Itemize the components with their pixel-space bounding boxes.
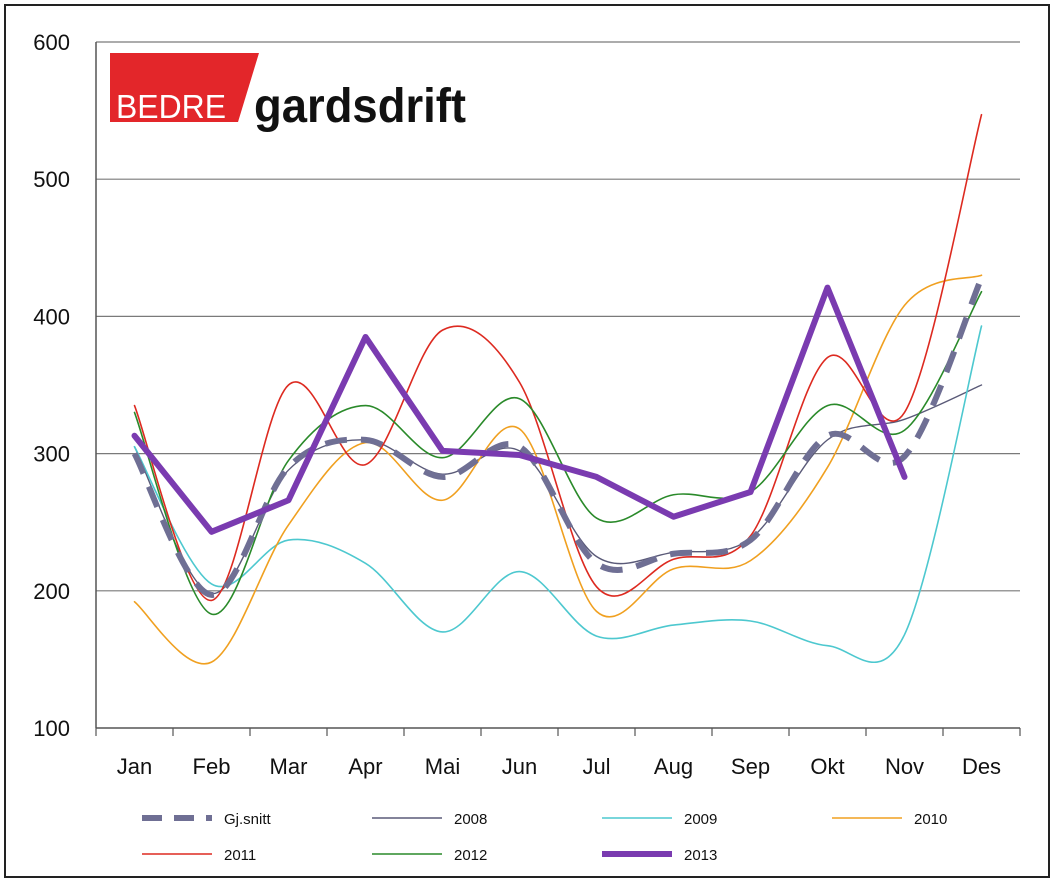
bedre-gardsdrift-logo: BEDRE gardsdrift	[110, 53, 466, 133]
series-line-2013	[131, 284, 908, 535]
legend-label: Gj.snitt	[224, 811, 272, 828]
x-tick-label: Aug	[654, 754, 693, 779]
legend-item: 2011	[142, 847, 256, 864]
legend-label: 2010	[914, 811, 947, 828]
legend-item: 2013	[602, 847, 717, 864]
logo-text-gardsdrift: gardsdrift	[254, 80, 466, 133]
x-tick-label: Apr	[348, 754, 382, 779]
line-chart: 100 200 300 400 500 600 Jan Feb Mar Apr Mai Jun Jul A…	[33, 30, 1021, 864]
x-tick-label: Nov	[885, 754, 924, 779]
chart-frame: 100 200 300 400 500 600 Jan Feb Mar Apr Mai Jun Jul A…	[4, 4, 1050, 878]
x-tick-label: Jun	[502, 754, 537, 779]
grid-layer	[96, 41, 1020, 592]
x-tick-label: Okt	[810, 754, 844, 779]
series-line-2012	[133, 290, 983, 615]
x-tick-label: Jul	[582, 754, 610, 779]
x-tick-label: Des	[962, 754, 1001, 779]
legend-label: 2009	[684, 811, 717, 828]
x-tick-label: Sep	[731, 754, 770, 779]
series-line-2011	[133, 113, 983, 602]
y-tick-label: 200	[33, 579, 70, 604]
legend-item: 2009	[602, 811, 717, 828]
x-tick-label: Mai	[425, 754, 460, 779]
legend-item: Gj.snitt	[142, 811, 272, 828]
legend-item: 2010	[832, 811, 947, 828]
series-layer	[131, 113, 985, 665]
x-tick-label: Jan	[117, 754, 152, 779]
x-tick-label: Feb	[193, 754, 231, 779]
legend-label: 2013	[684, 847, 717, 864]
legend-item: 2012	[372, 847, 487, 864]
y-tick-label: 500	[33, 167, 70, 192]
legend-item: 2008	[372, 811, 487, 828]
legend: Gj.snitt 2008 2009 2010 2011 2012 2013	[142, 811, 947, 864]
y-tick-label: 400	[33, 304, 70, 329]
axis-layer: 100 200 300 400 500 600 Jan Feb Mar Apr Mai Jun Jul A…	[33, 30, 1021, 779]
y-tick-label: 300	[33, 442, 70, 467]
series-line-2009	[133, 325, 983, 663]
legend-label: 2008	[454, 811, 487, 828]
series-line-2010	[133, 274, 983, 665]
y-tick-label: 600	[33, 30, 70, 55]
legend-label: 2011	[224, 847, 256, 864]
legend-label: 2012	[454, 847, 487, 864]
logo-red-banner	[110, 53, 259, 122]
x-tick-label: Mar	[270, 754, 308, 779]
y-tick-label: 100	[33, 716, 70, 741]
series-line-gj-snitt	[131, 276, 985, 598]
logo-text-bedre: BEDRE	[116, 88, 226, 125]
